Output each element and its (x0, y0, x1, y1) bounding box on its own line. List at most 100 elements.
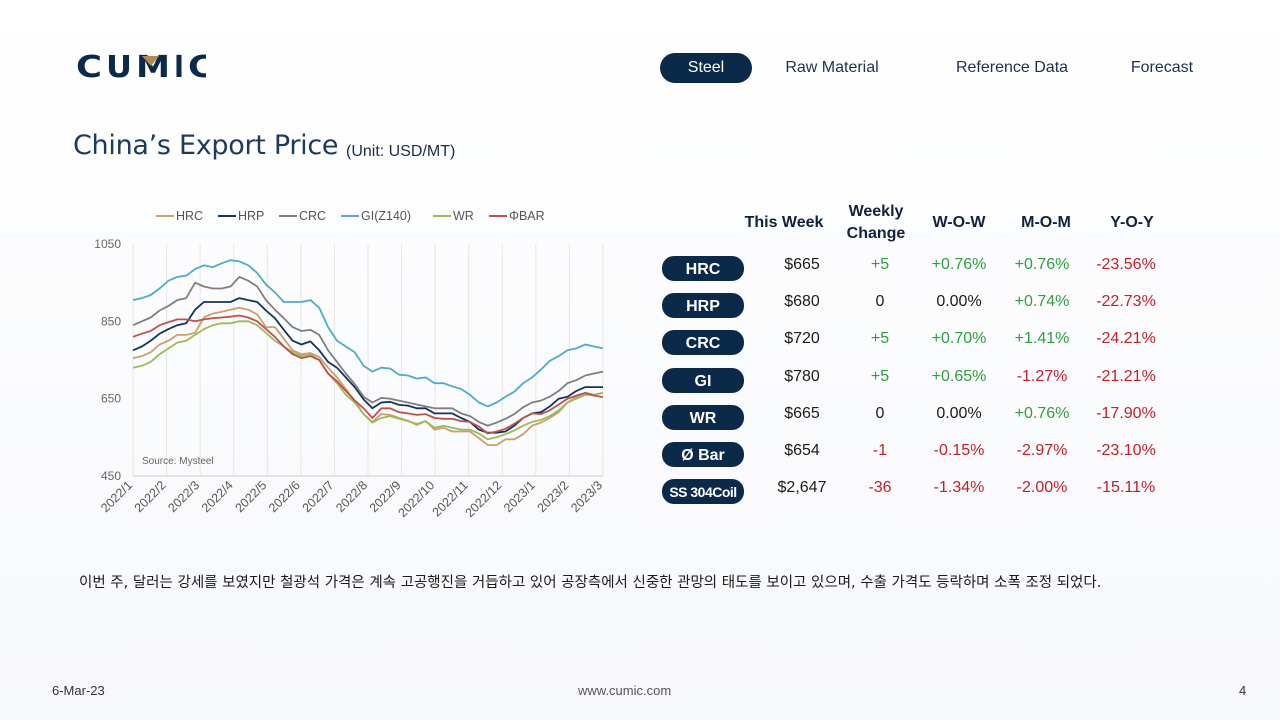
series-line-crc (132, 276, 604, 427)
x-tick-label: 2022/3 (165, 478, 202, 515)
price-cell: $665 (784, 256, 820, 273)
yoy-cell: -15.11% (1096, 479, 1156, 497)
x-tick-label: 2022/10 (395, 478, 437, 520)
yoy-cell: -22.73% (1096, 293, 1156, 311)
header-weekly-change: Weekly Change (836, 201, 916, 245)
price-cell: $2,647 (777, 479, 827, 497)
weekly-change-cell: 0 (875, 293, 885, 311)
mom-cell: -2.00% (1016, 479, 1068, 497)
mom-cell: -2.97% (1016, 442, 1068, 459)
wow-cell: +0.76% (931, 256, 987, 273)
mom-cell: +0.74% (1014, 293, 1070, 311)
y-tick-label: 850 (101, 314, 121, 328)
chart-source-note: Source: Mysteel (142, 456, 214, 467)
logo-letter: I (174, 52, 184, 82)
series-line-gi-z140- (132, 259, 604, 408)
wow-cell: +0.70% (931, 330, 987, 348)
nav-tab-forecast[interactable]: Forecast (1130, 59, 1194, 76)
y-tick-label: 650 (101, 392, 121, 406)
product-pill: HRP (662, 293, 744, 319)
header-mom: M-O-M (1021, 214, 1071, 231)
x-tick-label: 2022/6 (266, 478, 303, 515)
y-tick-label: 450 (101, 469, 121, 483)
header-this-week: This Week (744, 214, 824, 231)
product-pill: SS 304Coil (662, 479, 744, 505)
x-tick-label: 2023/3 (568, 478, 605, 515)
legend-label: CRC (299, 209, 326, 223)
table-row: Ø Bar $654 -1 -0.15% -2.97% -23.10% (662, 442, 1182, 468)
price-cell: $780 (784, 367, 820, 385)
yoy-cell: -24.21% (1096, 330, 1156, 348)
yoy-cell: -23.10% (1096, 442, 1156, 459)
weekly-change-cell: +5 (870, 330, 890, 348)
product-pill: GI (662, 367, 744, 393)
product-pill: CRC (662, 330, 744, 356)
table-row: HRC $665 +5 +0.76% +0.76% -23.56% (662, 256, 1182, 282)
legend-label: ΦBAR (509, 209, 545, 223)
legend-label: GI(Z140) (361, 209, 411, 223)
mom-cell: +0.76% (1014, 256, 1070, 273)
mom-cell: +1.41% (1014, 330, 1070, 348)
wow-cell: 0.00% (936, 404, 982, 422)
export-price-chart: 45065085010502022/12022/22022/32022/4202… (94, 209, 605, 520)
weekly-change-cell: -36 (868, 479, 892, 497)
price-cell: $720 (784, 330, 820, 348)
nav-tab-reference-data[interactable]: Reference Data (955, 59, 1069, 76)
nav-tab-steel[interactable]: Steel (660, 53, 752, 83)
x-tick-label: 2022/12 (463, 478, 505, 520)
footer-date: 6-Mar-23 (52, 683, 105, 698)
product-pill: WR (662, 404, 744, 430)
logo-letter: C (76, 52, 102, 82)
header-weekly-change-line1: Weekly (848, 203, 904, 220)
logo-letter: C (188, 52, 206, 82)
wow-cell: 0.00% (936, 293, 982, 311)
table-row: GI $780 +5 +0.65% -1.27% -21.21% (662, 367, 1182, 394)
x-tick-label: 2022/4 (199, 478, 236, 515)
header-wow: W-O-W (932, 214, 986, 231)
logo-letter: U (106, 52, 132, 82)
weekly-change-cell: +5 (870, 367, 890, 385)
mom-cell: -1.27% (1016, 367, 1068, 385)
price-cell: $680 (784, 293, 820, 311)
legend-label: HRP (238, 209, 264, 223)
price-cell: $654 (784, 442, 820, 459)
weekly-change-cell: -1 (872, 442, 888, 459)
yoy-cell: -21.21% (1096, 367, 1156, 385)
wow-cell: -1.34% (933, 479, 985, 497)
x-tick-label: 2022/1 (98, 478, 135, 515)
table-row: WR $665 0 0.00% +0.76% -17.90% (662, 404, 1182, 431)
product-pill: HRC (662, 256, 744, 281)
weekly-change-cell: 0 (875, 404, 885, 422)
price-cell: $665 (784, 404, 820, 422)
legend-label: WR (453, 209, 474, 223)
mom-cell: +0.76% (1014, 404, 1070, 422)
nav-tab-raw-material[interactable]: Raw Material (785, 59, 879, 76)
wow-cell: -0.15% (933, 442, 985, 459)
x-tick-label: 2023/2 (535, 478, 572, 515)
market-commentary: 이번 주, 달러는 강세를 보였지만 철광석 가격은 계속 고공행진을 거듭하고… (79, 575, 1102, 591)
y-tick-label: 1050 (94, 237, 121, 251)
page-number: 4 (1239, 683, 1247, 698)
header-yoy: Y-O-Y (1110, 214, 1154, 231)
table-row: HRP $680 0 0.00% +0.74% -22.73% (662, 293, 1182, 319)
logo-accent (142, 56, 159, 66)
header-weekly-change-line2: Change (846, 225, 906, 242)
series-line--bar (132, 314, 604, 435)
yoy-cell: -23.56% (1096, 256, 1156, 273)
x-tick-label: 2022/7 (300, 478, 337, 515)
table-row: CRC $720 +5 +0.70% +1.41% -24.21% (662, 330, 1182, 356)
product-pill: Ø Bar (662, 442, 744, 467)
x-tick-label: 2022/5 (232, 478, 269, 515)
weekly-change-cell: +5 (870, 256, 890, 273)
series-line-wr (132, 320, 604, 441)
table-row: SS 304Coil $2,647 -36 -1.34% -2.00% -15.11% (662, 479, 1182, 505)
x-tick-label: 2022/8 (333, 478, 370, 515)
page-title: China’s Export Price (73, 130, 339, 161)
yoy-cell: -17.90% (1096, 404, 1156, 422)
legend-label: HRC (176, 209, 203, 223)
footer-url[interactable]: www.cumic.com (578, 683, 672, 698)
x-tick-label: 2022/2 (132, 478, 169, 515)
unit-label: (Unit: USD/MT) (346, 143, 456, 160)
